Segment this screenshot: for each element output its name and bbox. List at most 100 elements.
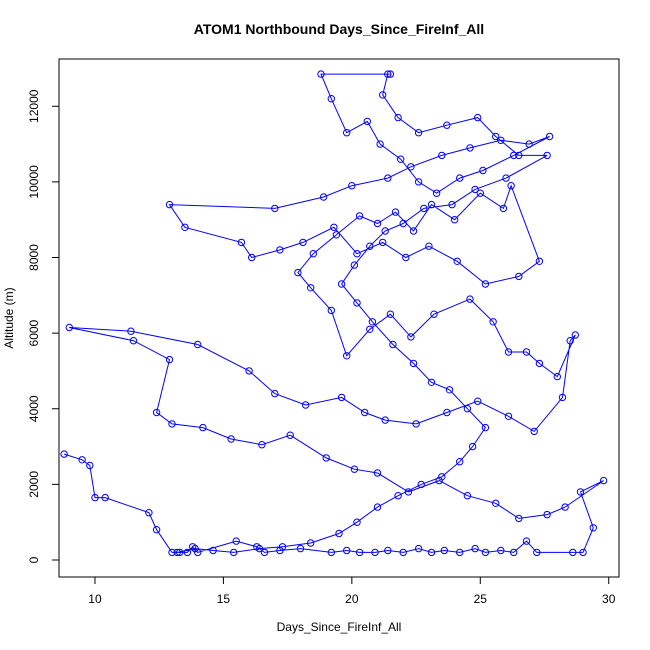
data-point bbox=[456, 548, 464, 557]
data-point bbox=[394, 113, 402, 122]
y-axis: 0 2000 4000 6000 8000 10000 12000 bbox=[27, 89, 60, 563]
data-point bbox=[399, 548, 407, 557]
data-point bbox=[368, 318, 377, 326]
data-point bbox=[379, 238, 387, 247]
data-point bbox=[440, 546, 448, 555]
y-tick-label: 10000 bbox=[27, 165, 41, 199]
data-point bbox=[515, 151, 523, 160]
data-point bbox=[294, 268, 302, 277]
data-point bbox=[199, 423, 207, 432]
data-point bbox=[232, 537, 240, 545]
data-point bbox=[276, 546, 284, 555]
data-point bbox=[456, 174, 464, 182]
y-tick-label: 6000 bbox=[27, 319, 41, 346]
data-point bbox=[271, 204, 279, 213]
data-point bbox=[299, 238, 307, 247]
data-point bbox=[463, 405, 472, 413]
data-point bbox=[492, 132, 500, 141]
data-point bbox=[481, 423, 490, 432]
data-point bbox=[432, 189, 441, 197]
data-point bbox=[445, 386, 454, 394]
data-point bbox=[569, 548, 577, 557]
data-point bbox=[427, 548, 436, 557]
data-point bbox=[278, 543, 287, 551]
data-point bbox=[227, 435, 235, 443]
data-point bbox=[394, 492, 402, 500]
data-point bbox=[384, 174, 392, 182]
data-point bbox=[301, 401, 310, 409]
data-point bbox=[481, 548, 490, 557]
series-line bbox=[63, 73, 604, 553]
data-point bbox=[260, 548, 269, 557]
data-point bbox=[307, 284, 315, 292]
plot-frame bbox=[58, 58, 620, 578]
data-point bbox=[530, 427, 538, 436]
data-point bbox=[343, 546, 351, 555]
data-point bbox=[335, 529, 343, 538]
data-point bbox=[353, 518, 361, 526]
data-point bbox=[522, 348, 531, 356]
data-point bbox=[397, 155, 405, 163]
data-point bbox=[255, 544, 264, 553]
data-point bbox=[443, 408, 451, 417]
data-point bbox=[589, 524, 597, 532]
data-point bbox=[438, 151, 446, 160]
data-point bbox=[337, 280, 346, 288]
data-point bbox=[296, 544, 305, 553]
data-point bbox=[471, 185, 479, 194]
data-point bbox=[579, 548, 587, 557]
data-point bbox=[145, 509, 153, 517]
data-point bbox=[507, 182, 515, 190]
data-point bbox=[322, 454, 330, 462]
x-axis-label: Days_Since_FireInf_All bbox=[277, 620, 402, 634]
data-point bbox=[471, 544, 479, 553]
data-point bbox=[443, 121, 451, 129]
data-point bbox=[101, 493, 109, 502]
data-point bbox=[535, 257, 544, 265]
data-point bbox=[363, 117, 371, 126]
data-point bbox=[599, 476, 608, 485]
data-point bbox=[327, 95, 335, 103]
data-point bbox=[181, 223, 189, 232]
data-point bbox=[430, 310, 438, 318]
data-point bbox=[499, 204, 508, 213]
data-point bbox=[391, 208, 400, 216]
data-point bbox=[468, 442, 477, 451]
data-point bbox=[152, 526, 161, 534]
data-point bbox=[553, 372, 561, 381]
data-point bbox=[435, 476, 443, 485]
data-point bbox=[176, 548, 184, 557]
data-point bbox=[361, 408, 369, 417]
data-point bbox=[522, 537, 531, 545]
data-point bbox=[386, 310, 395, 318]
data-point bbox=[558, 393, 567, 402]
data-point bbox=[386, 70, 395, 78]
data-point bbox=[343, 129, 351, 137]
y-tick-label: 4000 bbox=[27, 395, 41, 422]
data-point bbox=[127, 327, 135, 335]
data-point bbox=[407, 163, 415, 171]
data-point bbox=[366, 242, 374, 250]
data-point bbox=[276, 246, 284, 254]
data-point bbox=[371, 548, 379, 557]
data-point bbox=[165, 355, 174, 364]
data-point bbox=[129, 337, 138, 345]
data-point bbox=[576, 488, 585, 496]
data-point bbox=[248, 253, 256, 262]
x-tick-label: 30 bbox=[602, 592, 616, 606]
data-point bbox=[571, 331, 579, 339]
data-point bbox=[497, 136, 505, 145]
data-point bbox=[330, 223, 338, 232]
data-point bbox=[317, 70, 325, 78]
data-point bbox=[381, 227, 389, 235]
data-point bbox=[373, 503, 382, 511]
data-point bbox=[412, 420, 420, 428]
data-point bbox=[448, 200, 456, 209]
y-tick-label: 2000 bbox=[27, 471, 41, 498]
data-point bbox=[504, 412, 513, 420]
data-point bbox=[152, 408, 161, 417]
data-point bbox=[319, 193, 328, 201]
data-point bbox=[245, 367, 253, 375]
data-point bbox=[492, 499, 500, 507]
